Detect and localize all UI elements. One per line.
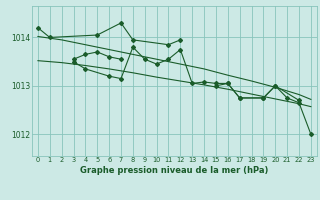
X-axis label: Graphe pression niveau de la mer (hPa): Graphe pression niveau de la mer (hPa) — [80, 166, 268, 175]
